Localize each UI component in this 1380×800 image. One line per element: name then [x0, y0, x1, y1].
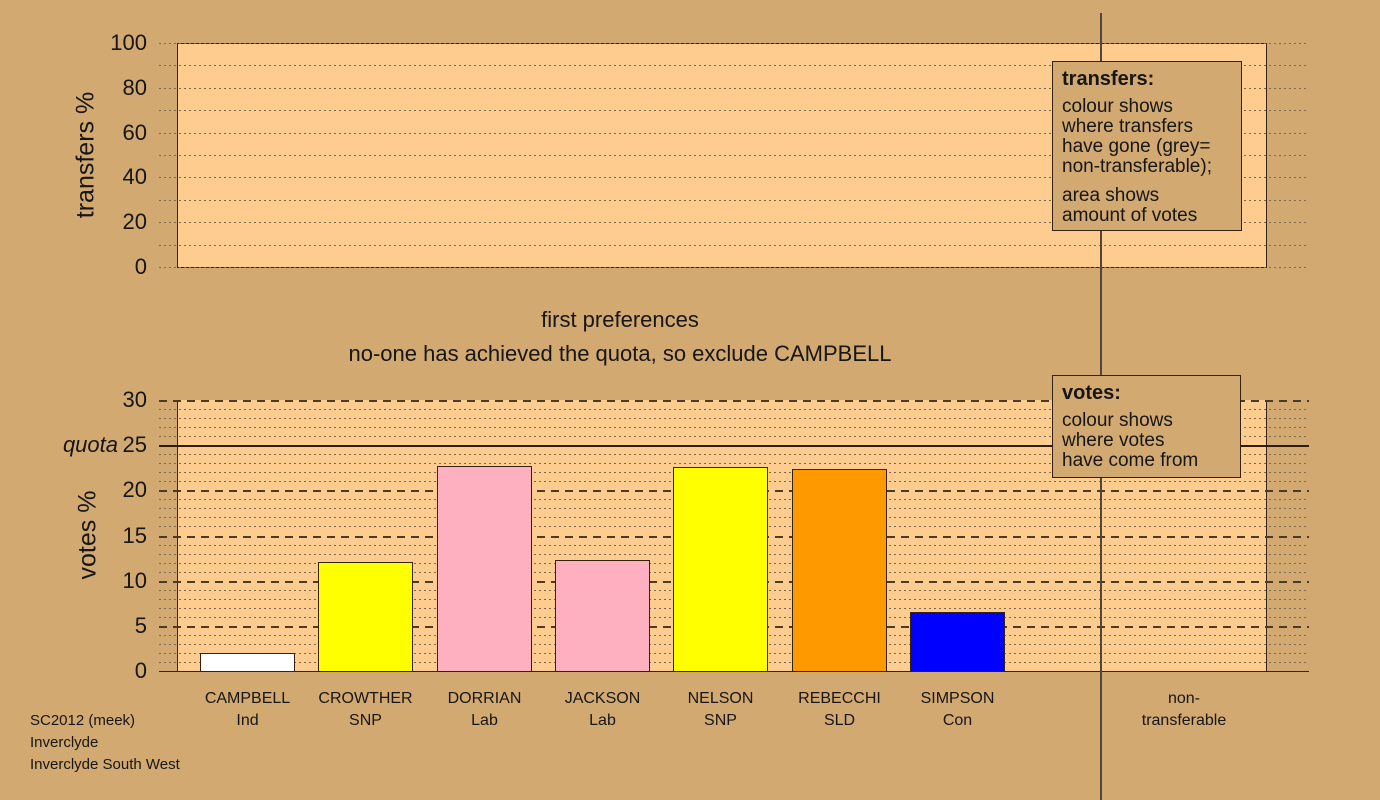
- transfers-ytick-100: 100: [110, 30, 147, 55]
- stage-title: first preferences: [541, 307, 699, 332]
- transfers-gridline-0: [159, 267, 1309, 268]
- bar-dorrian: [437, 466, 532, 672]
- quota-label: quota: [62, 432, 118, 457]
- candidate-label-rebecchi: REBECCHI SLD: [798, 690, 881, 729]
- transfers-gridline-90: [159, 65, 1309, 67]
- votes-legend-text: colour shows where votes have come from: [1062, 410, 1199, 471]
- votes-ytick-15: 15: [122, 522, 147, 548]
- transfers-gridline-20: [159, 222, 1309, 224]
- transfers-legend-text-2: area shows amount of votes: [1062, 185, 1198, 226]
- candidate-label-crowther: CROWTHER SNP: [318, 690, 413, 729]
- votes-gridline-27: [159, 427, 1309, 429]
- transfers-ytick-80: 80: [122, 74, 147, 100]
- transfers-gridlines: [159, 43, 1309, 268]
- transfers-axis-label: transfers %: [71, 91, 100, 219]
- votes-gridline-26: [159, 436, 1309, 438]
- non-transferable-label: non- transferable: [1141, 690, 1227, 729]
- votes-ytick-5: 5: [134, 612, 147, 638]
- bar-nelson: [673, 467, 768, 672]
- transfers-gridline-40: [159, 177, 1309, 179]
- bar-campbell: [200, 653, 295, 672]
- bar-rebecchi: [792, 469, 887, 672]
- votes-ytick-25: 25: [122, 432, 147, 458]
- votes-ytick-0: 0: [134, 658, 147, 683]
- bar-jackson: [555, 560, 650, 672]
- transfers-gridline-60: [159, 132, 1309, 134]
- transfers-gridline-70: [159, 110, 1309, 112]
- bar-simpson: [910, 612, 1005, 672]
- bar-crowther: [318, 562, 413, 672]
- transfers-gridline-30: [159, 199, 1309, 201]
- votes-ytick-30: 30: [122, 387, 147, 412]
- transfers-gridline-80: [159, 87, 1309, 89]
- candidate-label-simpson: SIMPSON Con: [920, 690, 995, 729]
- transfers-legend-text: colour shows where transfers have gone (…: [1062, 96, 1212, 177]
- transfers-ytick-40: 40: [122, 164, 147, 190]
- votes-legend-box: votes: colour shows where votes have com…: [1052, 375, 1241, 478]
- votes-ytick-20: 20: [122, 477, 147, 503]
- transfers-ytick-0: 0: [134, 254, 147, 279]
- transfers-ytick-60: 60: [122, 119, 147, 145]
- transfers-gridline-100: [159, 43, 1309, 44]
- votes-gridline-28: [159, 418, 1309, 420]
- transfers-ytick-20: 20: [122, 209, 147, 235]
- transfers-legend-box: transfers: colour shows where transfers …: [1052, 61, 1242, 231]
- transfers-gridline-50: [159, 155, 1309, 156]
- votes-gridline-23: [159, 463, 1309, 465]
- votes-gridline-30: [159, 400, 1309, 402]
- votes-ytick-10: 10: [122, 567, 147, 593]
- candidate-label-nelson: NELSON SNP: [687, 690, 754, 729]
- votes-legend-title: votes:: [1062, 382, 1121, 404]
- votes-gridline-29: [159, 409, 1309, 411]
- stage-subtitle: no-one has achieved the quota, so exclud…: [348, 341, 892, 366]
- candidate-label-dorrian: DORRIAN Lab: [447, 690, 522, 729]
- candidate-label-jackson: JACKSON Lab: [564, 690, 641, 729]
- transfers-gridline-10: [159, 244, 1309, 246]
- quota-line: [159, 445, 1309, 448]
- footer-election-info: SC2012 (meek) Inverclyde Inverclyde Sout…: [30, 712, 180, 773]
- votes-gridline-24: [159, 454, 1309, 456]
- candidate-label-campbell: CAMPBELL Ind: [204, 690, 291, 729]
- transfers-legend-title: transfers:: [1062, 68, 1155, 90]
